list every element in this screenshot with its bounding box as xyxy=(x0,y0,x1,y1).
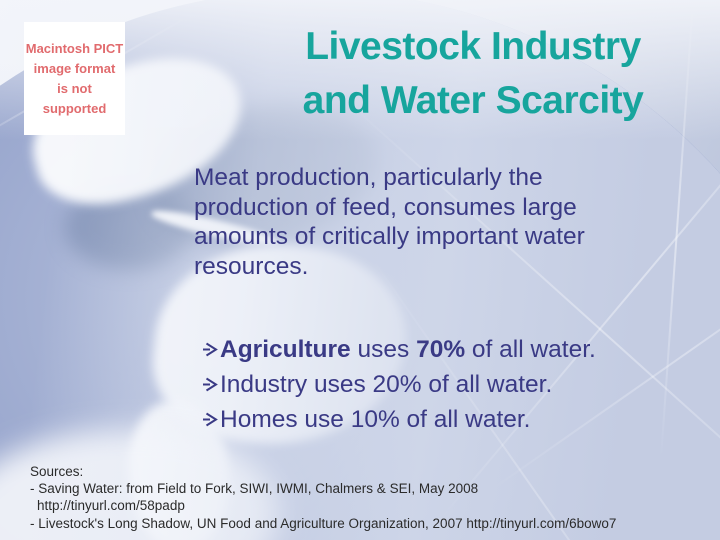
body-paragraph: Meat production, particularly the produc… xyxy=(194,163,585,281)
placeholder-line: Macintosh PICT xyxy=(25,40,124,56)
source-line: - Livestock's Long Shadow, UN Food and A… xyxy=(30,515,617,531)
bullet-text: uses xyxy=(350,336,417,363)
slide-title: Livestock Industry and Water Scarcity xyxy=(230,20,716,128)
placeholder-line: is not supported xyxy=(42,80,107,116)
body-line: production of feed, consumes large xyxy=(194,193,577,221)
arrow-bullet-icon xyxy=(202,332,219,367)
sources-heading: Sources: xyxy=(30,464,84,479)
bullet-text: of all water. xyxy=(465,336,596,363)
arrow-bullet-icon xyxy=(202,367,219,402)
bullet-item: Industry uses 20% of all water. xyxy=(202,367,596,402)
bullet-text: Industry uses 20% of all water. xyxy=(220,371,553,398)
source-url: http://tinyurl.com/58padp xyxy=(37,498,185,514)
ocean-shade xyxy=(65,185,195,270)
bullet-list: Agriculture uses 70% of all water. Indus… xyxy=(202,332,596,437)
title-line-1: Livestock Industry xyxy=(305,25,641,68)
arrow-bullet-icon xyxy=(202,402,219,437)
source-line: - Saving Water: from Field to Fork, SIWI… xyxy=(30,481,479,497)
sources-footnote: Sources: - Saving Water: from Field to F… xyxy=(30,463,616,532)
body-line: Meat production, particularly the xyxy=(194,164,543,191)
missing-image-placeholder: Macintosh PICT image format is not suppo… xyxy=(24,22,125,135)
title-line-2: and Water Scarcity xyxy=(302,79,644,122)
placeholder-line: image format xyxy=(33,60,116,76)
body-line: resources. xyxy=(194,252,309,280)
bullet-bold-text: 70% xyxy=(416,336,466,363)
bullet-item: Homes use 10% of all water. xyxy=(202,402,596,437)
body-line: amounts of critically important water xyxy=(194,223,585,250)
bullet-bold-text: Agriculture xyxy=(220,336,351,363)
bullet-item: Agriculture uses 70% of all water. xyxy=(202,332,596,367)
bullet-text: Homes use 10% of all water. xyxy=(220,406,531,433)
